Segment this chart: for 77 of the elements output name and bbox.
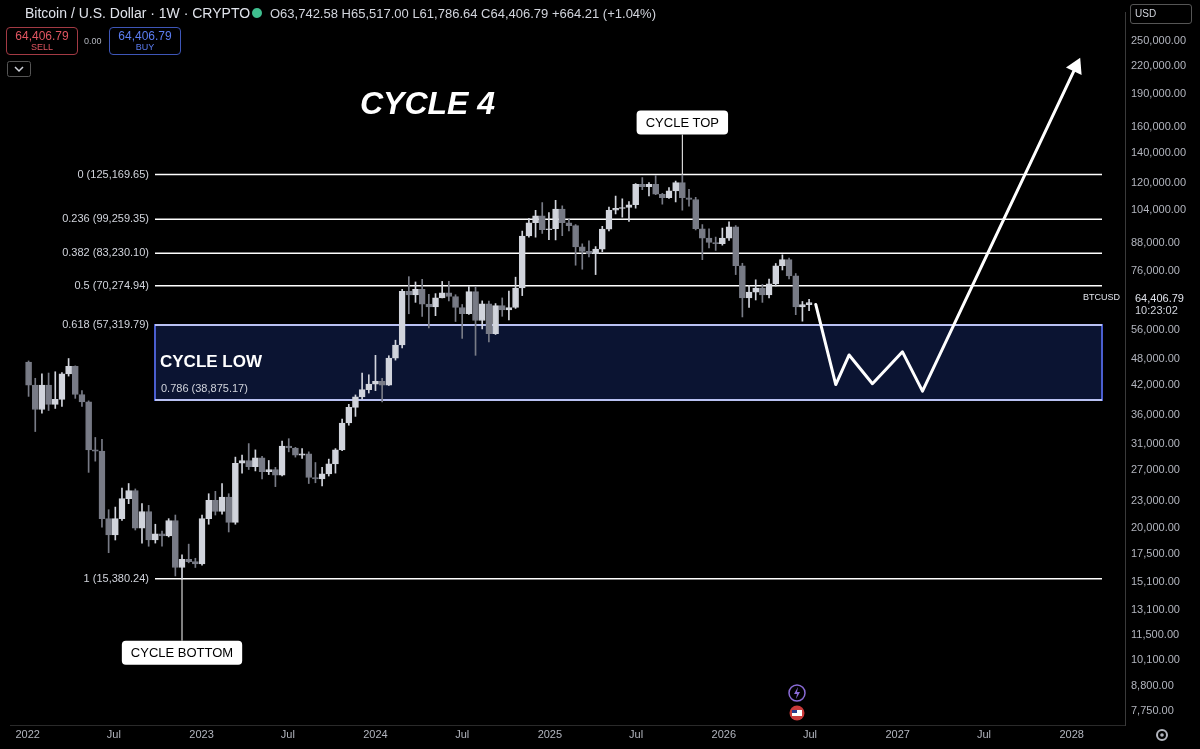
x-tick-label: 2026 bbox=[711, 727, 737, 740]
y-tick-label: 11,500.00 bbox=[1131, 627, 1180, 640]
annotation: SELL bbox=[30, 42, 54, 52]
text: 64,406.79 bbox=[1135, 292, 1184, 304]
candlestick bbox=[685, 188, 693, 207]
y-tick-label: 190,000.00 bbox=[1131, 87, 1187, 100]
y-tick-label: 20,000.00 bbox=[1131, 521, 1180, 534]
annotation: 64,406.79 bbox=[117, 28, 173, 43]
text: USD bbox=[1135, 8, 1157, 19]
y-tick-label: 220,000.00 bbox=[1131, 58, 1187, 71]
x-tick-label: 2022 bbox=[15, 727, 40, 740]
y-tick-label: 104,000.00 bbox=[1131, 203, 1187, 216]
candlestick bbox=[645, 182, 653, 197]
candlestick bbox=[638, 177, 646, 191]
annotation: O63,742.58 H65,517.00 L61,786.64 C64,406.79 +664.21 (+1.04%) bbox=[270, 6, 656, 21]
candlestick bbox=[51, 371, 59, 409]
annotation: BTCUSD bbox=[1083, 292, 1121, 302]
ref-line-label: 0.382 (83,230.10) bbox=[62, 246, 149, 259]
ref-line-label: 0.786 (38,875.17) bbox=[161, 381, 248, 394]
candlestick bbox=[545, 212, 553, 240]
candlestick bbox=[185, 543, 193, 564]
y-tick-label: 48,000.00 bbox=[1131, 352, 1180, 365]
ref-line-label: 0 (125,169.65) bbox=[77, 167, 149, 180]
text: CYCLE 4 bbox=[360, 85, 496, 122]
y-tick-label: 36,000.00 bbox=[1131, 407, 1180, 420]
candlestick bbox=[625, 201, 633, 222]
y-tick-label: 42,000.00 bbox=[1131, 378, 1180, 391]
annotation: 0.00 bbox=[84, 36, 102, 46]
y-tick-label: 160,000.00 bbox=[1131, 120, 1187, 133]
ref-line-label: 1 (15,380.24) bbox=[83, 571, 149, 584]
ref-line-label: 0.5 (70,274.94) bbox=[74, 278, 149, 291]
x-tick-label: Jul bbox=[106, 727, 121, 740]
x-tick-label: 2025 bbox=[537, 727, 563, 740]
candlestick bbox=[458, 304, 466, 339]
x-tick-label: 2023 bbox=[189, 727, 214, 740]
candlestick bbox=[298, 448, 306, 459]
y-tick-label: 88,000.00 bbox=[1131, 235, 1180, 248]
x-tick-label: 2024 bbox=[363, 727, 388, 740]
y-tick-label: 31,000.00 bbox=[1131, 436, 1180, 449]
candlestick bbox=[238, 454, 246, 474]
y-tick-label: 10,100.00 bbox=[1131, 652, 1180, 665]
y-tick-label: 23,000.00 bbox=[1131, 494, 1180, 507]
candlestick bbox=[578, 243, 586, 270]
y-tick-label: 17,500.00 bbox=[1131, 546, 1180, 559]
annotation: CYCLE BOTTOM bbox=[130, 645, 234, 661]
y-tick-label: 250,000.00 bbox=[1131, 34, 1187, 47]
x-tick-label: 2028 bbox=[1059, 727, 1084, 740]
candlestick bbox=[265, 460, 273, 475]
annotation: BUY bbox=[134, 42, 156, 52]
annotation: 64,406.79 bbox=[14, 28, 70, 43]
x-tick-label: Jul bbox=[629, 727, 644, 740]
y-tick-label: 140,000.00 bbox=[1131, 146, 1187, 159]
y-tick-label: 7,750.00 bbox=[1131, 703, 1174, 716]
ref-line-label: 0.618 (57,319.79) bbox=[62, 318, 149, 331]
y-tick-label: 15,100.00 bbox=[1131, 575, 1180, 588]
x-tick-label: Jul bbox=[280, 727, 295, 740]
y-tick-label: 120,000.00 bbox=[1131, 175, 1187, 188]
x-tick-label: 2027 bbox=[885, 727, 910, 740]
y-tick-label: 76,000.00 bbox=[1131, 263, 1180, 276]
candlestick bbox=[752, 279, 760, 301]
text: 10:23:02 bbox=[1135, 304, 1178, 316]
candlestick bbox=[805, 299, 813, 311]
chart-subtitle: Bitcoin / U.S. Dollar · 1W · CRYPTO bbox=[25, 5, 251, 21]
candlestick bbox=[245, 443, 253, 470]
x-tick-label: Jul bbox=[803, 727, 818, 740]
y-tick-label: 13,100.00 bbox=[1131, 602, 1180, 615]
y-tick-label: 8,800.00 bbox=[1131, 679, 1174, 692]
band-label: CYCLE LOW bbox=[160, 352, 263, 372]
ref-line-label: 0.236 (99,259.35) bbox=[62, 212, 149, 225]
y-tick-label: 56,000.00 bbox=[1131, 322, 1180, 335]
candlestick bbox=[445, 281, 453, 302]
x-tick-label: Jul bbox=[455, 727, 470, 740]
annotation: CYCLE TOP bbox=[645, 115, 719, 131]
candlestick bbox=[405, 276, 413, 315]
x-tick-label: Jul bbox=[976, 727, 991, 740]
y-tick-label: 27,000.00 bbox=[1131, 463, 1180, 476]
candlestick bbox=[91, 437, 99, 462]
